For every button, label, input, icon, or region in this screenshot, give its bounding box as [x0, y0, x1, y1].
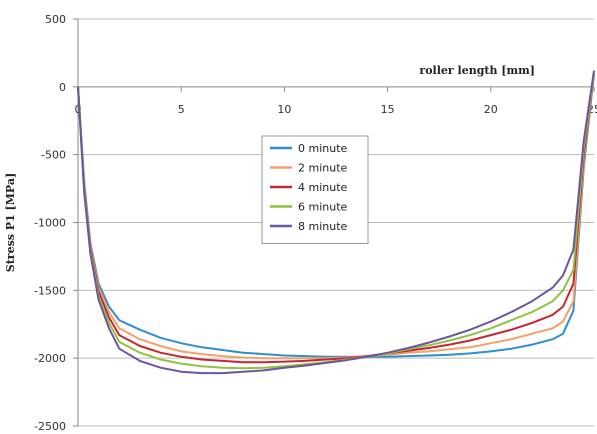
legend-entry: 2 minute	[298, 162, 348, 175]
x-tick-label: 15	[381, 103, 395, 116]
series-lines	[77, 70, 595, 375]
y-tick-labels: 500 0 -500 -1000 -1500 -2000 -2500	[34, 13, 66, 433]
series-line-0	[77, 73, 595, 358]
y-tick-label: -500	[41, 149, 66, 162]
y-tick-label: -1000	[34, 217, 66, 230]
x-axis-label: roller length [mm]	[419, 64, 535, 77]
x-tick-label: 0	[75, 103, 82, 116]
series-line-1	[77, 73, 595, 360]
legend-entry: 4 minute	[298, 181, 348, 194]
y-axis-label: Stress P1 [MPa]	[4, 173, 17, 272]
legend-entry: 6 minute	[298, 201, 348, 214]
legend-entry: 0 minute	[298, 142, 348, 155]
x-tick-label: 10	[277, 103, 291, 116]
y-tick-label: -2000	[34, 352, 66, 365]
x-tick-labels: 0 5 10 15 20 25	[75, 103, 597, 116]
y-tick-label: -2500	[34, 420, 66, 433]
series-line-2	[77, 73, 595, 364]
x-tick-label: 25	[587, 103, 597, 116]
x-tick-label: 20	[484, 103, 498, 116]
series-line-4	[77, 70, 595, 375]
y-tick-label: 500	[45, 13, 66, 26]
x-tick-label: 5	[178, 103, 185, 116]
legend: 0 minute 2 minute 4 minute 6 minute 8 minute	[261, 135, 369, 244]
y-tick-label: 0	[59, 81, 66, 94]
y-tick-label: -1500	[34, 284, 66, 297]
legend-entry: 8 minute	[298, 220, 348, 233]
